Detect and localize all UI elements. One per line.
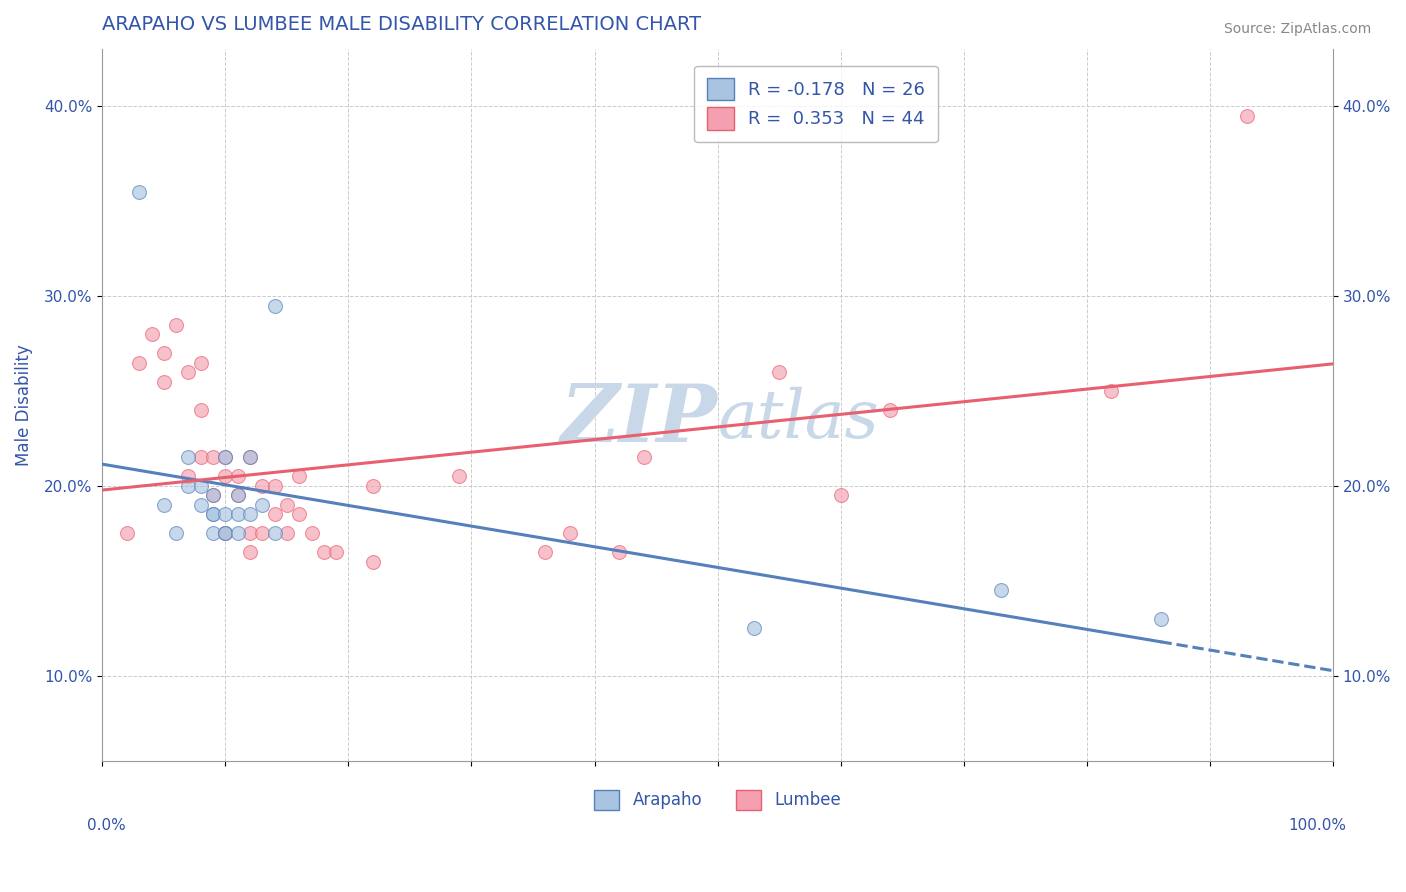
Point [263,508,285,522]
Point [1099,384,1122,398]
Point [239,508,262,522]
Y-axis label: Male Disability: Male Disability [15,344,32,467]
Point [226,508,249,522]
Point [744,621,766,635]
Point [1149,612,1171,626]
Point [177,365,200,379]
Point [226,488,249,502]
Point [325,545,347,559]
Point [1236,109,1258,123]
Point [202,488,225,502]
Point [226,488,249,502]
Point [141,327,163,342]
Point [202,526,225,541]
Point [202,450,225,465]
Point [558,526,581,541]
Point [202,488,225,502]
Point [214,526,236,541]
Point [202,508,225,522]
Point [252,526,274,541]
Point [190,450,212,465]
Point [177,479,200,493]
Point [239,450,262,465]
Point [252,498,274,512]
Point [276,498,298,512]
Point [115,526,138,541]
Point [190,498,212,512]
Text: ARAPAHO VS LUMBEE MALE DISABILITY CORRELATION CHART: ARAPAHO VS LUMBEE MALE DISABILITY CORREL… [103,15,702,34]
Point [202,508,225,522]
Text: 100.0%: 100.0% [1288,818,1347,832]
Point [607,545,630,559]
Point [534,545,557,559]
Point [177,450,200,465]
Point [153,498,176,512]
Point [214,508,236,522]
Point [768,365,790,379]
Point [226,469,249,483]
Point [252,479,274,493]
Point [301,526,323,541]
Point [239,450,262,465]
Point [263,299,285,313]
Point [190,479,212,493]
Point [214,450,236,465]
Point [830,488,852,502]
Point [128,185,150,199]
Point [226,526,249,541]
Point [288,508,311,522]
Point [361,479,384,493]
Point [214,469,236,483]
Legend: Arapaho, Lumbee: Arapaho, Lumbee [588,783,848,817]
Point [263,526,285,541]
Text: atlas: atlas [717,387,879,452]
Point [190,355,212,369]
Point [190,403,212,417]
Point [449,469,471,483]
Point [990,583,1012,598]
Point [165,526,187,541]
Point [239,526,262,541]
Text: Source: ZipAtlas.com: Source: ZipAtlas.com [1223,22,1371,37]
Point [153,346,176,360]
Point [276,526,298,541]
Text: 0.0%: 0.0% [87,818,127,832]
Point [879,403,901,417]
Text: ZIP: ZIP [561,381,717,458]
Point [239,545,262,559]
Point [177,469,200,483]
Point [288,469,311,483]
Point [165,318,187,332]
Point [263,479,285,493]
Point [312,545,335,559]
Point [153,375,176,389]
Point [633,450,655,465]
Point [214,526,236,541]
Point [214,526,236,541]
Point [128,355,150,369]
Point [214,450,236,465]
Point [361,555,384,569]
